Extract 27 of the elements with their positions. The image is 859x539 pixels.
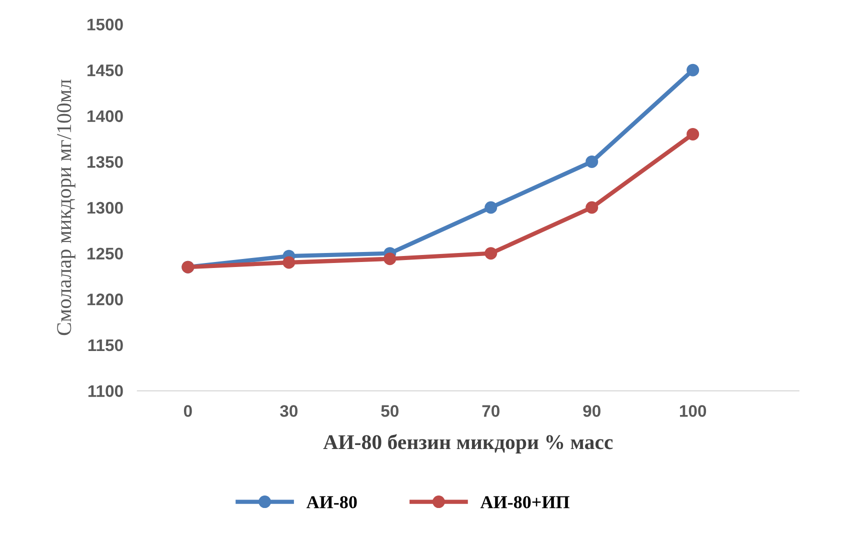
y-tick-label: 1300 [88,202,123,214]
y-tick-label: 1150 [88,339,123,352]
y-axis-title: Смолалар микдори мг/100мл [57,80,76,336]
point [586,201,598,214]
x-tick-label: 30 [280,405,298,417]
y-tick-label: 1500 [88,18,123,30]
y-tick-label: 1400 [88,110,123,122]
y-tick-label: 1100 [88,385,123,397]
point [282,256,296,269]
y-tick-label: 1200 [88,294,123,306]
legend-label: АИ-80 [306,496,357,508]
x-tick-label: 100 [680,405,706,417]
y-tick-label: 1250 [88,248,123,260]
legend-label: АИ-80+ИП [480,496,570,508]
point [384,252,396,266]
x-tick-label: 50 [381,405,398,417]
point [484,247,498,260]
point [484,201,498,214]
x-tick-label: 70 [482,405,500,417]
x-axis-title: АИ-80 бензин микдори % масс [323,434,613,454]
point [586,155,598,168]
point [686,64,700,76]
y-tick-label: 1350 [88,156,123,168]
y-tick-label: 1450 [88,64,123,76]
x-tick-label: 0 [184,405,192,417]
point [686,128,700,140]
x-tick-label: 90 [583,405,600,417]
